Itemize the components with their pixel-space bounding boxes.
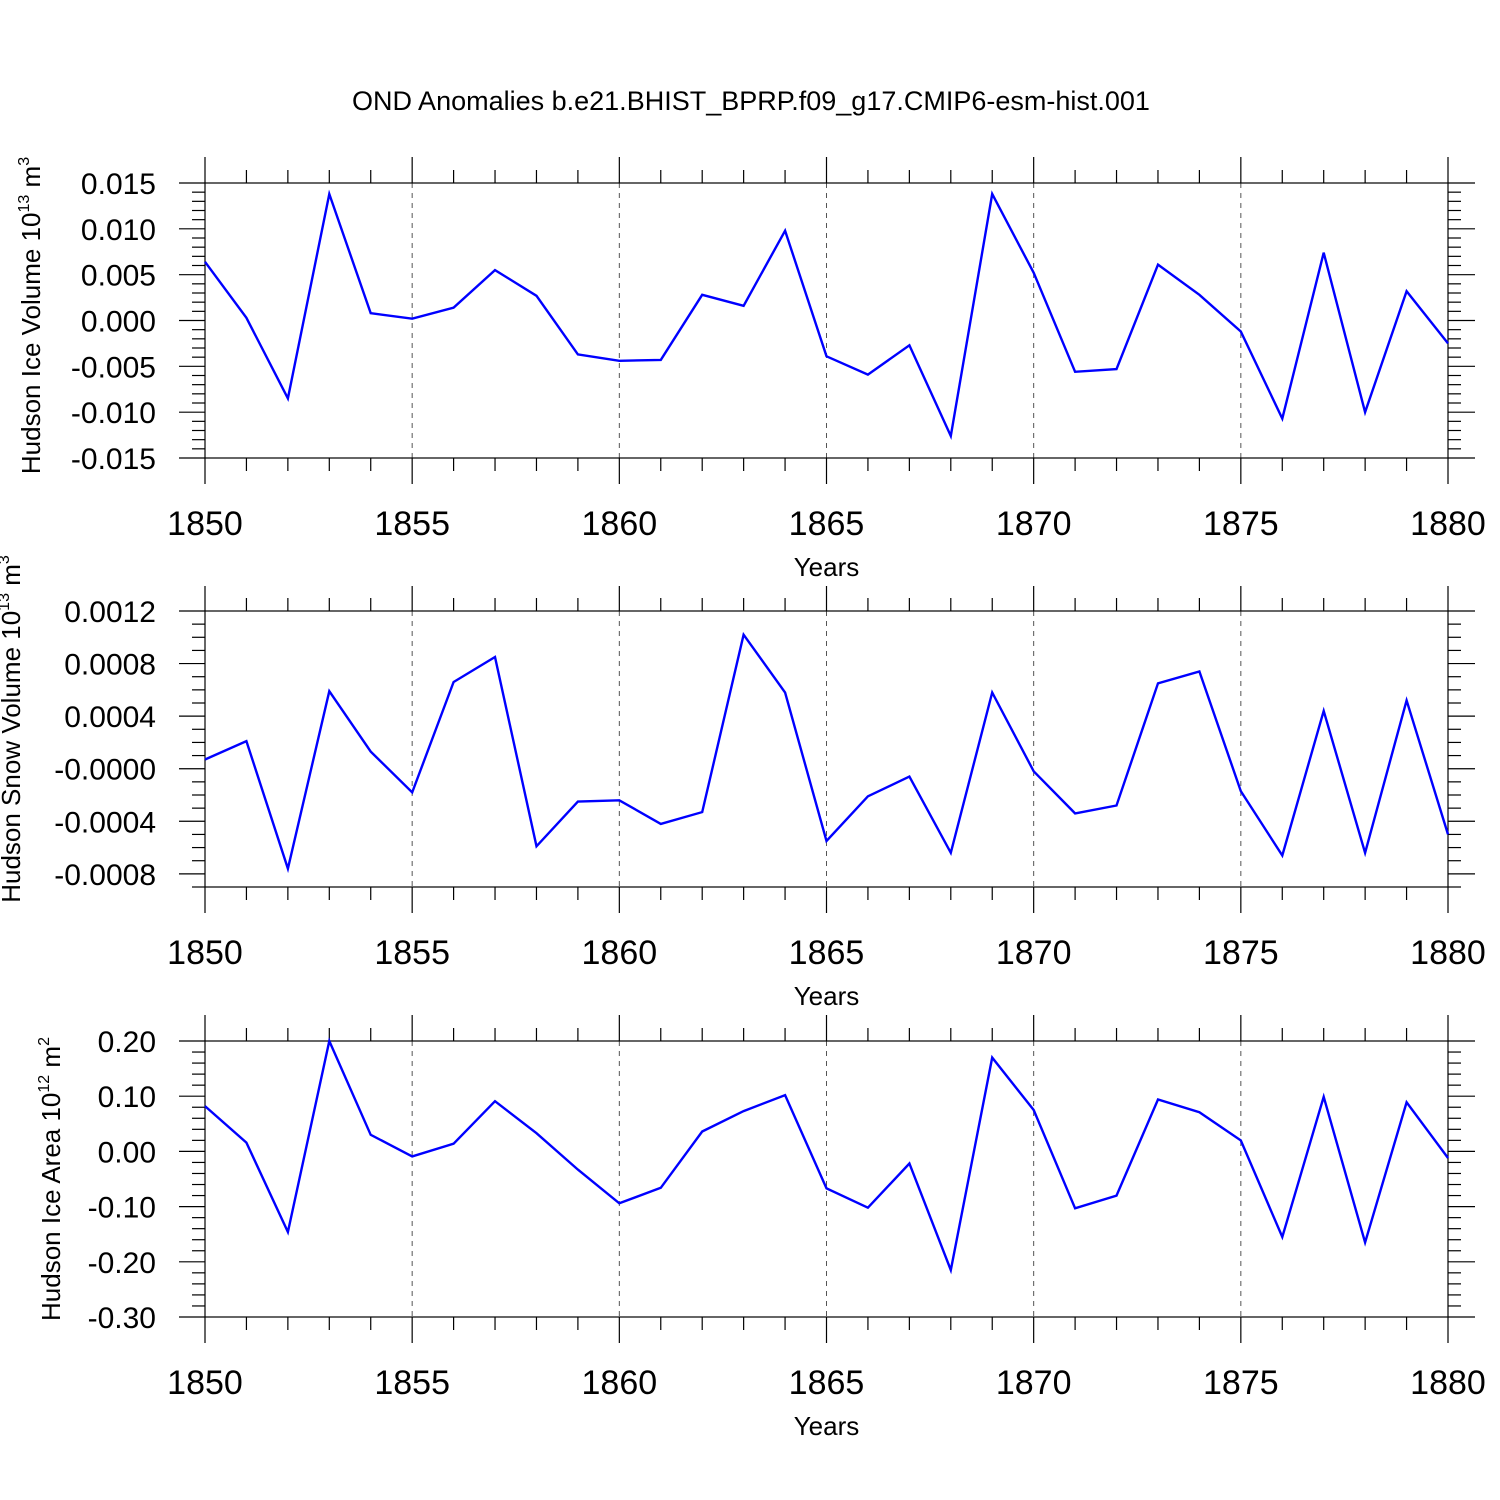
y-tick-label: 0.005 xyxy=(81,260,156,293)
x-tick-label: 1850 xyxy=(167,934,243,972)
y-tick-label: -0.0008 xyxy=(54,859,156,892)
x-tick-label: 1875 xyxy=(1203,505,1279,543)
y-tick-label: -0.0000 xyxy=(54,754,156,787)
x-tick-label: 1870 xyxy=(996,934,1072,972)
x-tick-label: 1880 xyxy=(1410,505,1486,543)
x-tick-label: 1860 xyxy=(582,934,658,972)
chart-title: OND Anomalies b.e21.BHIST_BPRP.f09_g17.C… xyxy=(352,86,1150,116)
y-tick-label: 0.0012 xyxy=(64,596,156,629)
series-line xyxy=(204,1037,1449,1275)
x-tick-label: 1875 xyxy=(1203,1364,1279,1402)
ice-volume-panel: 1850 1855 1860 1865 1870 1875 1880 -0.015 -0.010… xyxy=(16,157,1486,582)
y-tick-label: -0.20 xyxy=(88,1247,156,1280)
y-axis-label: Hudson Ice Area 1012 m2 xyxy=(36,1037,66,1321)
y-tick-label: 0.015 xyxy=(81,168,156,201)
x-tick-label: 1850 xyxy=(167,1364,243,1402)
x-tick-label: 1860 xyxy=(582,505,658,543)
y-tick-label: -0.015 xyxy=(71,443,156,476)
x-tick-label: 1870 xyxy=(996,505,1072,543)
x-tick-label: 1860 xyxy=(582,1364,658,1402)
y-tick-label: -0.010 xyxy=(71,397,156,430)
y-tick-label: 0.0008 xyxy=(64,649,156,682)
snow-volume-panel: 1850 1855 1860 1865 1870 1875 1880 -0.0008 -0.00… xyxy=(0,555,1486,1011)
x-tick-label: 1855 xyxy=(374,505,450,543)
x-axis-label: Years xyxy=(794,552,860,582)
y-tick-label: 0.10 xyxy=(98,1081,156,1114)
x-tick-label: 1870 xyxy=(996,1364,1072,1402)
x-tick-label: 1865 xyxy=(789,505,865,543)
x-tick-label: 1880 xyxy=(1410,934,1486,972)
x-tick-label: 1875 xyxy=(1203,934,1279,972)
y-tick-label: 0.20 xyxy=(98,1026,156,1059)
x-tick-label: 1855 xyxy=(374,1364,450,1402)
y-tick-label: 0.010 xyxy=(81,214,156,247)
x-tick-label: 1865 xyxy=(789,934,865,972)
y-axis-label: Hudson Ice Volume 1013 m3 xyxy=(16,157,46,474)
x-tick-label: 1855 xyxy=(374,934,450,972)
x-tick-label: 1850 xyxy=(167,505,243,543)
series-line xyxy=(204,189,1449,441)
series-line xyxy=(204,631,1450,874)
y-axis-label: Hudson Snow Volume 1013 m3 xyxy=(0,555,26,903)
y-tick-label: -0.30 xyxy=(88,1302,156,1335)
y-tick-label: 0.0004 xyxy=(64,701,156,734)
ice-area-panel: 1850 1855 1860 1865 1870 1875 1880 -0.30 -0.20 -0… xyxy=(36,1015,1486,1441)
x-axis-label: Years xyxy=(794,981,860,1011)
y-tick-label: -0.005 xyxy=(71,351,156,384)
x-tick-label: 1865 xyxy=(789,1364,865,1402)
y-tick-label: 0.000 xyxy=(81,306,156,339)
y-tick-label: 0.00 xyxy=(98,1136,156,1169)
x-axis-label: Years xyxy=(794,1411,860,1441)
y-tick-label: -0.10 xyxy=(88,1192,156,1225)
y-tick-label: -0.0004 xyxy=(54,806,156,839)
x-tick-label: 1880 xyxy=(1410,1364,1486,1402)
